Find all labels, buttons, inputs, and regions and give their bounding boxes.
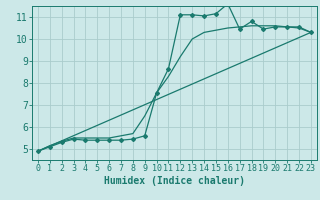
X-axis label: Humidex (Indice chaleur): Humidex (Indice chaleur) bbox=[104, 176, 245, 186]
